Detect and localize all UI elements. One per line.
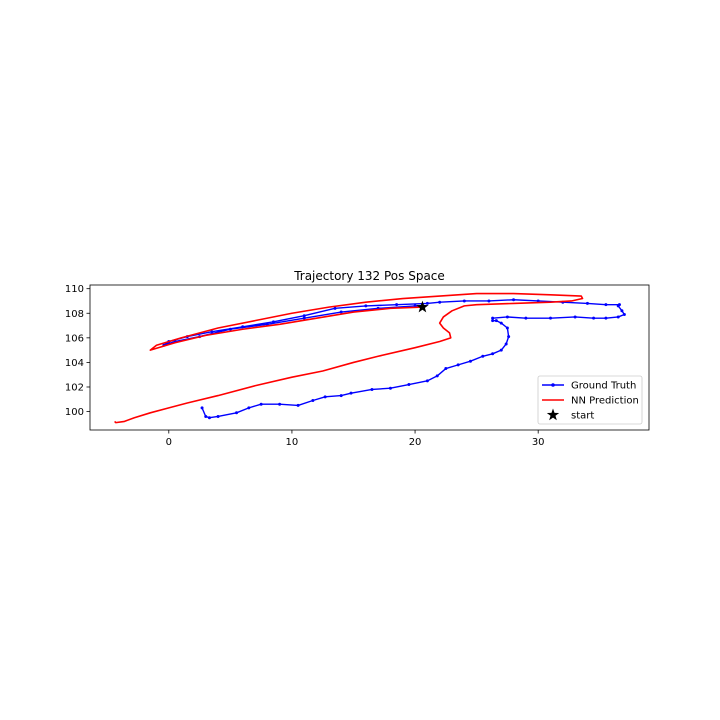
data-point xyxy=(507,335,511,339)
data-point xyxy=(271,320,275,324)
y-tick-label: 104 xyxy=(65,358,84,369)
data-point xyxy=(296,403,300,407)
data-point xyxy=(573,315,577,319)
data-point xyxy=(549,316,552,320)
data-point xyxy=(207,416,211,420)
plot-area: 0 10 20 30 100 102 104 106 108 110 xyxy=(65,284,650,448)
data-point xyxy=(616,315,620,319)
data-point xyxy=(620,309,624,313)
data-point xyxy=(241,325,245,329)
data-point xyxy=(395,303,399,307)
data-point xyxy=(370,387,374,391)
start-marker-star xyxy=(416,300,429,313)
legend-box xyxy=(537,375,643,425)
data-point xyxy=(505,315,509,319)
data-point xyxy=(622,312,626,316)
data-point xyxy=(456,363,460,367)
y-tick-label: 102 xyxy=(65,382,84,393)
data-point xyxy=(388,386,392,390)
data-point xyxy=(228,327,232,331)
data-point xyxy=(592,316,596,320)
data-point xyxy=(323,395,327,399)
y-tick-label: 100 xyxy=(65,407,84,418)
data-point xyxy=(585,301,589,305)
data-point xyxy=(604,303,608,307)
data-point xyxy=(349,391,353,395)
data-point xyxy=(444,367,448,371)
data-point xyxy=(204,414,208,418)
y-tick-label: 110 xyxy=(65,284,84,295)
data-point xyxy=(504,342,508,346)
data-point xyxy=(617,303,621,307)
data-point xyxy=(481,354,485,358)
data-point xyxy=(524,316,528,320)
plot-frame xyxy=(89,284,650,431)
data-point xyxy=(491,352,495,356)
data-point xyxy=(491,319,495,323)
x-tick-label: 20 xyxy=(409,437,422,448)
legend-label: Ground Truth xyxy=(571,381,636,392)
data-point xyxy=(339,394,343,398)
data-point xyxy=(494,319,498,323)
legend-star-icon xyxy=(546,408,560,421)
data-point xyxy=(200,406,204,410)
data-point xyxy=(216,414,220,418)
data-point xyxy=(536,299,540,303)
data-point xyxy=(499,348,503,352)
data-point xyxy=(505,326,509,330)
data-point xyxy=(247,406,251,410)
x-tick-label: 10 xyxy=(286,437,299,448)
series-line-ground-truth xyxy=(163,299,626,419)
data-point xyxy=(462,299,466,303)
data-point xyxy=(278,402,282,406)
data-point xyxy=(210,330,214,334)
data-point xyxy=(491,316,495,320)
y-tick-label: 108 xyxy=(65,309,84,320)
data-point xyxy=(468,359,472,363)
data-point xyxy=(364,304,368,308)
x-tick-label: 0 xyxy=(166,437,172,448)
legend: Ground Truth NN Prediction start xyxy=(537,375,643,425)
data-point xyxy=(311,399,315,403)
data-point xyxy=(499,321,503,325)
data-point xyxy=(235,411,239,415)
x-tick-label: 30 xyxy=(532,437,545,448)
legend-dot-swatch xyxy=(551,383,555,387)
data-point xyxy=(302,316,306,320)
data-point xyxy=(604,316,608,320)
series-line-nn-prediction xyxy=(114,292,584,424)
chart-title: Trajectory 132 Pos Space xyxy=(293,269,445,283)
y-tick-label: 106 xyxy=(65,333,84,344)
data-point xyxy=(435,374,439,378)
data-point xyxy=(425,301,429,305)
legend-label: NN Prediction xyxy=(571,396,639,407)
data-point xyxy=(512,298,516,302)
data-point xyxy=(438,300,442,304)
data-point xyxy=(302,314,306,318)
data-point xyxy=(425,379,429,383)
data-point xyxy=(333,306,337,310)
data-point xyxy=(339,310,343,314)
data-point xyxy=(487,299,491,303)
data-point xyxy=(259,402,263,406)
data-point xyxy=(407,383,411,387)
legend-label: start xyxy=(571,411,594,422)
